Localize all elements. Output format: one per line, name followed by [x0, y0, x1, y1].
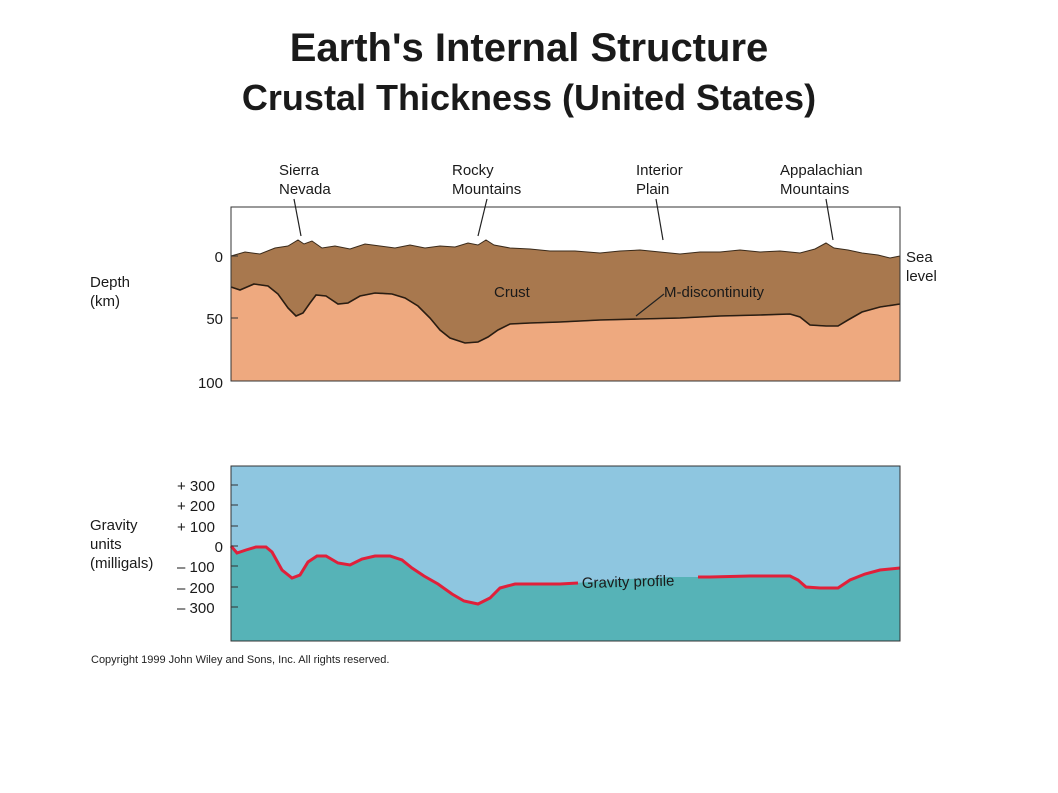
feature-labels: Sierra Nevada Rocky Mountains Interior P… — [279, 162, 863, 241]
feature-label-appalachian-1: Appalachian — [780, 162, 863, 179]
gravity-tick-label: 0 — [215, 539, 223, 556]
gravity-axis-label-3: (milligals) — [90, 555, 153, 572]
gravity-profile-line — [229, 545, 579, 606]
moho-line — [230, 283, 901, 344]
gravity-profile-label: Gravity profile — [582, 573, 675, 592]
sea-level-label-1: Sea — [906, 249, 933, 266]
feature-label-appalachian-2: Mountains — [780, 181, 849, 198]
depth-tick-label: 50 — [206, 311, 223, 328]
feature-label-rocky-1: Rocky — [452, 162, 494, 179]
gravity-frame — [230, 465, 901, 642]
gravity-ticks — [231, 484, 238, 608]
leader-appalachian — [825, 198, 834, 241]
diagram-title: Earth's Internal Structure — [289, 26, 769, 70]
gravity-fill — [231, 546, 900, 641]
feature-label-rocky-2: Mountains — [452, 181, 521, 198]
gravity-panel — [229, 465, 901, 642]
gravity-axis-label-1: Gravity — [90, 517, 138, 534]
leader-sierra — [293, 198, 302, 237]
gravity-tick-label: – 100 — [177, 559, 215, 576]
gravity-tick-label: + 300 — [177, 478, 215, 495]
gravity-axis-label-2: units — [90, 536, 122, 553]
copyright-notice: Copyright 1999 John Wiley and Sons, Inc.… — [91, 654, 389, 666]
gravity-tick-label: + 200 — [177, 498, 215, 515]
section-frame — [230, 206, 901, 382]
crust-label: Crust — [494, 284, 531, 301]
leader-moho — [635, 293, 665, 317]
gravity-tick-label: – 300 — [177, 600, 215, 617]
diagram-subtitle: Crustal Thickness (United States) — [241, 77, 817, 118]
moho-label: M-discontinuity — [664, 284, 765, 301]
depth-tick-label: 100 — [198, 375, 223, 392]
sea-level-label-2: level — [906, 268, 937, 285]
leader-rocky — [477, 198, 488, 237]
gravity-tick-label: + 100 — [177, 519, 215, 536]
leader-interior — [655, 198, 664, 241]
gravity-profile-line-right — [698, 566, 901, 590]
feature-label-sierra-2: Nevada — [279, 181, 331, 198]
depth-tick-label: 0 — [215, 249, 223, 266]
feature-label-sierra-1: Sierra — [279, 162, 320, 179]
depth-axis-label-1: Depth — [90, 274, 130, 291]
depth-axis-label-2: (km) — [90, 293, 120, 310]
feature-label-interior-1: Interior — [636, 162, 683, 179]
feature-label-interior-2: Plain — [636, 181, 669, 198]
gravity-tick-label: – 200 — [177, 580, 215, 597]
crust-section-panel — [230, 206, 901, 382]
